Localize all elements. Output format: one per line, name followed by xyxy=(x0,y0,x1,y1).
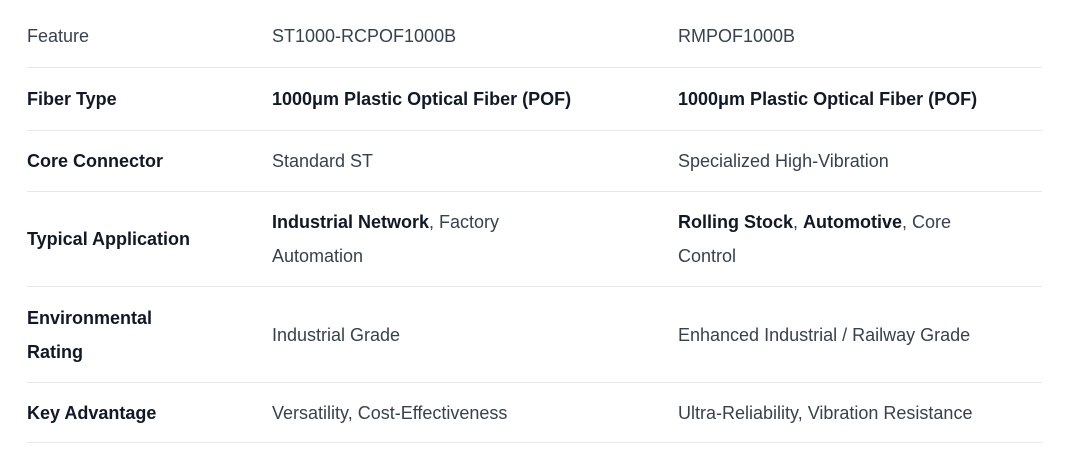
table-row-core-connector: Core Connector Standard ST Specialized H… xyxy=(27,131,1042,192)
header-cell-feature: Feature xyxy=(27,26,90,46)
cell-environmental-rating-st1000: Industrial Grade xyxy=(272,324,401,345)
cell-key-advantage-rmpof: Ultra-Reliability, Vibration Resistance xyxy=(678,402,973,423)
cell-typical-application-st1000: Industrial Network, Factory Automation xyxy=(272,212,500,266)
cell-fiber-type-st1000: 1000μm Plastic Optical Fiber (POF) xyxy=(272,89,572,109)
header-cell-rmpof1000b: RMPOF1000B xyxy=(678,26,796,46)
cell-environmental-rating-rmpof: Enhanced Industrial / Railway Grade xyxy=(678,324,971,345)
table-row-environmental-rating: Environmental Rating Industrial Grade En… xyxy=(27,287,1042,383)
header-cell-st1000-rcpof1000b: ST1000-RCPOF1000B xyxy=(272,26,457,46)
cell-core-connector-st1000: Standard ST xyxy=(272,151,374,171)
table-row-typical-application: Typical Application Industrial Network, … xyxy=(27,192,1042,287)
row-label-fiber-type: Fiber Type xyxy=(27,89,117,109)
cell-typical-application-rmpof: Rolling Stock, Automotive, Core Control xyxy=(678,212,952,266)
comparison-table: Feature ST1000-RCPOF1000B RMPOF1000B Fib… xyxy=(27,0,1042,443)
row-label-environmental-rating: Environmental Rating xyxy=(27,307,153,362)
row-label-key-advantage: Key Advantage xyxy=(27,402,157,423)
row-label-typical-application: Typical Application xyxy=(27,229,191,249)
cell-key-advantage-st1000: Versatility, Cost-Effectiveness xyxy=(272,402,508,423)
row-label-core-connector: Core Connector xyxy=(27,151,164,171)
cell-fiber-type-rmpof: 1000μm Plastic Optical Fiber (POF) xyxy=(678,89,978,109)
table-row-key-advantage: Key Advantage Versatility, Cost-Effectiv… xyxy=(27,383,1042,443)
table-row-fiber-type: Fiber Type 1000μm Plastic Optical Fiber … xyxy=(27,68,1042,131)
table-header-row: Feature ST1000-RCPOF1000B RMPOF1000B xyxy=(27,0,1042,68)
cell-core-connector-rmpof: Specialized High-Vibration xyxy=(678,151,889,171)
